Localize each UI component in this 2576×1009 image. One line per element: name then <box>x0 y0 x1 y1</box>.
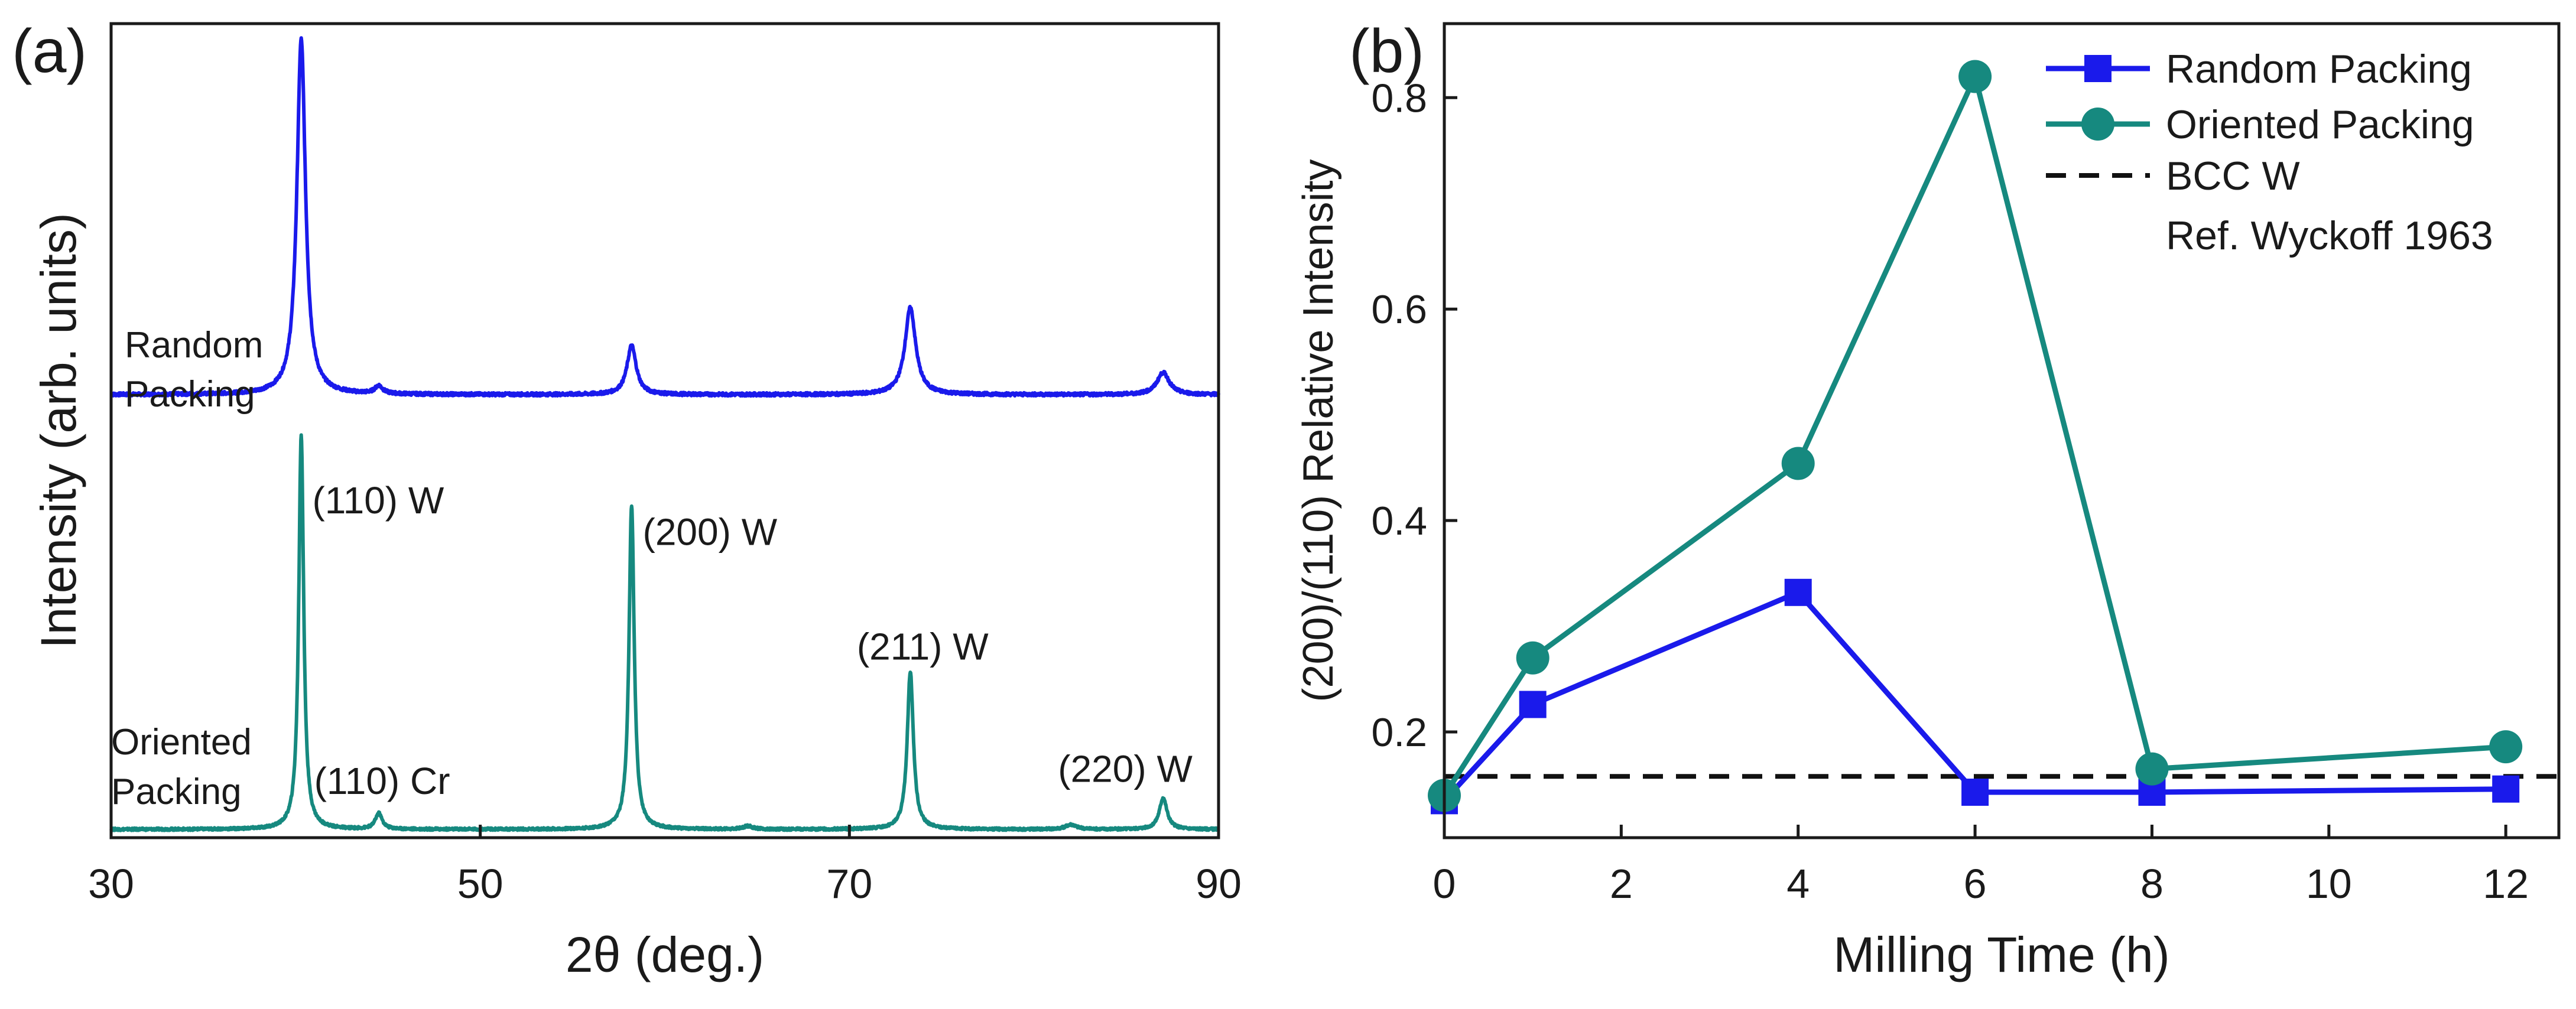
x-tick-label: 70 <box>826 861 872 907</box>
panel-a-x-axis-title: 2θ (deg.) <box>566 927 764 982</box>
panel-a-series-group <box>109 36 1220 832</box>
y-tick-label: 0.8 <box>1371 76 1427 121</box>
x-tick-label: 10 <box>2306 861 2352 907</box>
panel-b-series-group <box>1428 60 2523 815</box>
peak-annotation: (110) Cr <box>314 760 450 802</box>
data-point-oriented <box>1781 447 1815 480</box>
series-line-random <box>1442 590 2506 803</box>
xrd-trace-random <box>109 36 1220 398</box>
x-tick-label: 6 <box>1964 861 1987 907</box>
legend-label-bcc-w: BCC W <box>2166 154 2300 198</box>
legend-label-random: Random Packing <box>2166 47 2472 92</box>
data-point-oriented <box>2135 752 2169 786</box>
panel-b-legend: Random Packing Oriented Packing BCC W Ref. … <box>2046 47 2493 258</box>
data-point-random <box>1519 691 1547 718</box>
x-tick-label: 2 <box>1610 861 1633 907</box>
xrd-trace-oriented <box>109 433 1220 832</box>
y-tick-label: 0.4 <box>1371 499 1427 543</box>
series-label-line: Random <box>125 325 263 366</box>
panel-a-label: (a) <box>12 17 87 86</box>
data-point-oriented <box>1958 60 1992 93</box>
panel-b-relative-intensity: (b) 0 2 4 6 8 10 12 0.2 0.4 0.6 0.8 Milling Time … <box>1295 17 2561 982</box>
panel-a-peak-annotations: (110) W (110) Cr (200) W (211) W (220) W <box>312 479 1193 802</box>
series-line-oriented <box>1442 74 2506 797</box>
series-label-line: Packing <box>111 772 242 812</box>
panel-b-frame <box>1443 22 2561 839</box>
y-tick-label: 0.6 <box>1371 287 1427 332</box>
x-tick-label: 30 <box>88 861 134 907</box>
panel-a-y-axis-title: Intensity (arb. units) <box>31 213 86 649</box>
series-label-line: Packing <box>125 374 255 415</box>
legend-marker-circle <box>2081 108 2114 141</box>
panel-b-x-axis-title: Milling Time (h) <box>1833 927 2169 982</box>
panel-b-label: (b) <box>1349 17 1424 86</box>
peak-annotation: (211) W <box>857 625 989 668</box>
peak-annotation: (200) W <box>643 510 778 553</box>
legend-label-reference-note: Ref. Wyckoff 1963 <box>2166 213 2493 258</box>
series-label-line: Oriented <box>111 722 252 763</box>
x-tick-label: 90 <box>1196 861 1242 907</box>
legend-label-oriented: Oriented Packing <box>2166 102 2474 147</box>
panel-a-xrd: (a) (110) W (110) Cr (200) W (211) W (220) W… <box>12 17 1242 982</box>
data-point-oriented <box>2489 730 2523 764</box>
panel-b-y-axis-title: (200)/(110) Relative Intensity <box>1295 159 1342 702</box>
panel-a-frame <box>109 22 1220 839</box>
panel-b-x-ticks: 0 2 4 6 8 10 12 <box>1433 825 2529 907</box>
y-tick-label: 0.2 <box>1371 710 1427 755</box>
x-tick-label: 12 <box>2483 861 2529 907</box>
x-tick-label: 4 <box>1786 861 1810 907</box>
data-point-random <box>2492 775 2520 803</box>
x-tick-label: 50 <box>457 861 503 907</box>
panel-a-series-labels: Random Packing Oriented Packing <box>111 325 263 812</box>
peak-annotation: (110) W <box>312 479 444 522</box>
x-tick-label: 8 <box>2140 861 2164 907</box>
peak-annotation: (220) W <box>1058 748 1193 790</box>
data-point-random <box>1784 578 1812 606</box>
panel-b-y-ticks: 0.2 0.4 0.6 0.8 <box>1371 76 1457 755</box>
legend-marker-square <box>2084 55 2112 82</box>
panel-a-x-ticks: 30 50 70 90 <box>88 825 1242 907</box>
data-point-random <box>1961 779 1989 806</box>
data-point-oriented <box>1516 641 1550 675</box>
x-tick-label: 0 <box>1433 861 1456 907</box>
